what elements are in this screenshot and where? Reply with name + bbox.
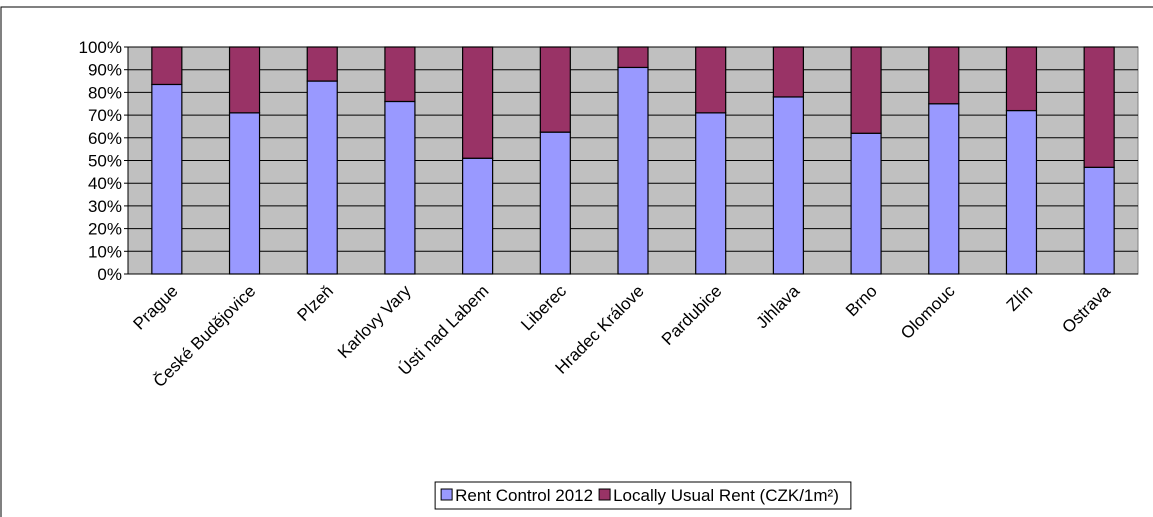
legend-box	[434, 481, 852, 510]
legend: Rent Control 2012 Locally Usual Rent (CZK…	[434, 481, 852, 510]
legend-label: Locally Usual Rent (CZK/1m²)	[613, 486, 839, 505]
bar-segment	[384, 100, 416, 275]
bar-segment	[772, 46, 804, 98]
bar-segment	[462, 157, 494, 275]
bar-segment	[617, 66, 649, 275]
bar-segment	[151, 83, 183, 275]
legend-label: Rent Control 2012	[455, 486, 593, 505]
bar-segment	[1005, 109, 1038, 275]
bar-segment	[695, 112, 727, 275]
bar-segment	[1005, 46, 1038, 112]
bar-segment	[539, 131, 571, 275]
bar-segment	[772, 96, 804, 275]
bar-segment	[151, 46, 183, 86]
bar-segment	[928, 46, 960, 105]
y-tick-label: 70%	[88, 106, 122, 125]
y-tick-label: 40%	[88, 174, 122, 193]
bar-segment	[539, 46, 571, 133]
bar-segment	[306, 46, 338, 82]
y-tick-label: 30%	[88, 197, 122, 216]
bar-segment	[228, 112, 261, 275]
legend-swatch	[598, 488, 611, 501]
y-tick-label: 10%	[88, 242, 122, 261]
bar-segment	[695, 46, 727, 114]
y-tick-label: 0%	[97, 265, 122, 284]
bar-segment	[1083, 166, 1115, 275]
bar-segment	[306, 80, 338, 275]
y-tick-label: 100%	[79, 38, 122, 57]
legend-swatch	[440, 488, 453, 501]
bar-segment	[617, 46, 649, 69]
y-tick-label: 50%	[88, 152, 122, 171]
bar-segment	[228, 46, 261, 114]
y-tick-label: 60%	[88, 129, 122, 148]
y-tick-label: 80%	[88, 83, 122, 102]
bar-segment	[384, 46, 416, 103]
y-tick-label: 90%	[88, 61, 122, 80]
bar-segment	[1083, 46, 1115, 168]
bar-segment	[462, 46, 494, 159]
y-tick-label: 20%	[88, 220, 122, 239]
bar-segment	[850, 132, 882, 275]
bar-segment	[850, 46, 882, 134]
bar-segment	[928, 103, 960, 275]
